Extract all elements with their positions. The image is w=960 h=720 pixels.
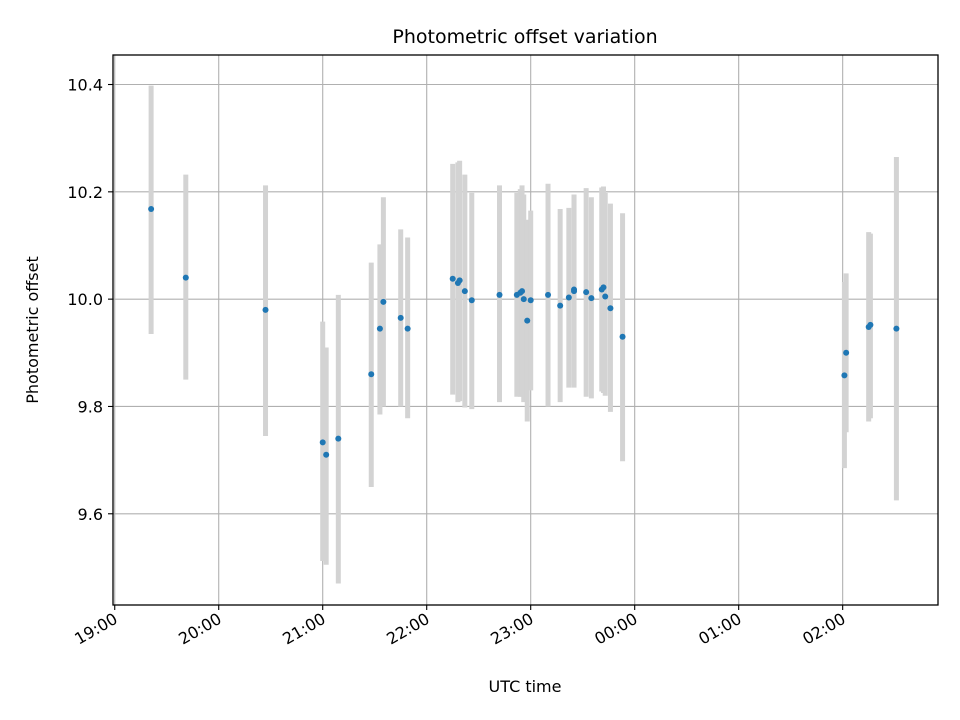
data-point xyxy=(262,306,269,313)
data-point xyxy=(376,325,383,332)
data-point xyxy=(323,451,330,458)
y-tick-label: 10.2 xyxy=(67,183,103,202)
data-point xyxy=(565,294,572,301)
data-point xyxy=(519,288,526,295)
plot-frame xyxy=(112,54,939,606)
data-point xyxy=(456,277,463,284)
data-point xyxy=(557,302,564,309)
point-layer xyxy=(148,206,900,458)
data-point xyxy=(602,293,609,300)
data-point xyxy=(335,435,342,442)
data-point xyxy=(182,274,189,281)
data-point xyxy=(319,439,326,446)
y-axis-label: Photometric offset xyxy=(23,256,42,404)
data-point xyxy=(468,297,475,304)
data-point xyxy=(583,289,590,296)
data-point xyxy=(619,333,626,340)
x-axis-label: UTC time xyxy=(489,677,562,696)
data-point xyxy=(841,372,848,379)
data-point xyxy=(893,325,900,332)
data-point xyxy=(380,298,387,305)
y-tick-label: 10.0 xyxy=(67,290,103,309)
data-point xyxy=(524,317,531,324)
data-point xyxy=(545,291,552,298)
data-point xyxy=(148,206,155,212)
data-point xyxy=(397,314,404,321)
y-tick-label: 10.4 xyxy=(67,76,103,95)
data-point xyxy=(600,284,607,291)
data-point xyxy=(588,295,595,302)
data-point xyxy=(607,305,614,312)
data-point xyxy=(449,275,456,282)
data-point xyxy=(867,321,874,328)
data-point xyxy=(496,291,503,298)
data-point xyxy=(843,349,850,356)
data-point xyxy=(461,288,468,295)
data-point xyxy=(527,297,534,304)
chart-title: Photometric offset variation xyxy=(392,26,657,48)
data-point xyxy=(368,371,375,378)
data-point xyxy=(404,325,411,332)
data-point xyxy=(520,296,527,303)
data-point xyxy=(571,286,578,293)
y-tick-label: 9.8 xyxy=(78,397,103,416)
y-tick-label: 9.6 xyxy=(78,505,103,524)
